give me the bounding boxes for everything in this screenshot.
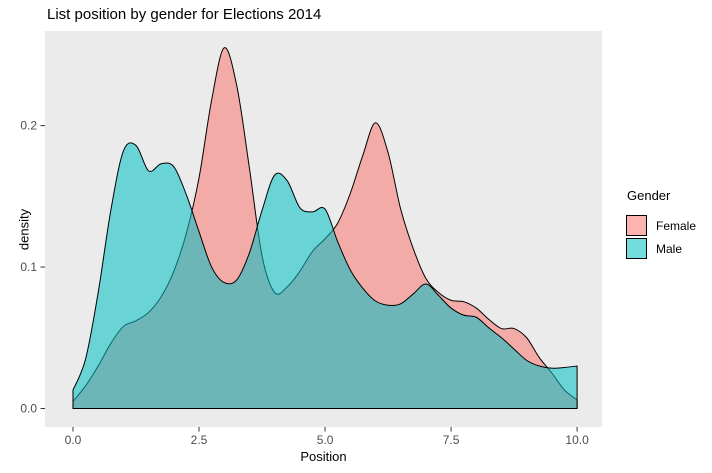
legend-label-female: Female <box>656 218 697 233</box>
legend: Gender Female Male <box>626 188 696 260</box>
legend-swatch-male-icon <box>626 238 647 259</box>
legend-key-male: Male <box>626 237 696 260</box>
y-tick-label: 0.2 <box>20 119 37 133</box>
plot-title: List position by gender for Elections 20… <box>47 6 322 23</box>
y-tick-label: 0.0 <box>20 401 37 415</box>
x-tick-label: 2.5 <box>191 433 208 447</box>
x-axis-title: Position <box>300 449 347 464</box>
x-tick-label: 10.0 <box>565 433 589 447</box>
legend-key-female: Female <box>626 214 696 237</box>
legend-label-male: Male <box>656 241 683 256</box>
x-tick-label: 5.0 <box>317 433 334 447</box>
y-axis-title: density <box>16 208 32 251</box>
x-tick-label: 0.0 <box>65 433 82 447</box>
legend-swatch-female-icon <box>626 215 647 236</box>
legend-title: Gender <box>627 188 671 203</box>
x-tick-label: 7.5 <box>443 433 460 447</box>
y-tick-label: 0.1 <box>20 260 37 274</box>
density-area-male <box>72 142 578 409</box>
